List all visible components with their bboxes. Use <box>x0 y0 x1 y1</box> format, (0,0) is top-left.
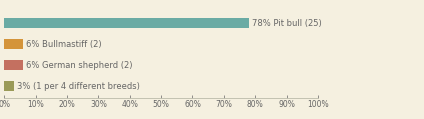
Text: 78% Pit bull (25): 78% Pit bull (25) <box>252 19 322 28</box>
Text: 6% Bullmastiff (2): 6% Bullmastiff (2) <box>26 40 102 49</box>
Bar <box>4 81 14 91</box>
Text: 6% German shepherd (2): 6% German shepherd (2) <box>26 61 133 70</box>
Bar <box>4 60 23 70</box>
Text: 3% (1 per 4 different breeds): 3% (1 per 4 different breeds) <box>17 82 139 91</box>
Bar <box>4 39 23 49</box>
Bar <box>4 18 249 28</box>
